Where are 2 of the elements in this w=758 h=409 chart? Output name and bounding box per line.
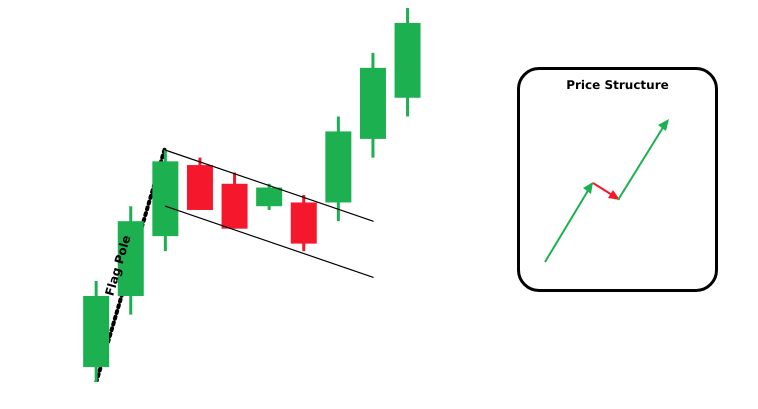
annotation: Flag Pole <box>102 234 134 298</box>
text: Price Structure <box>565 78 670 92</box>
